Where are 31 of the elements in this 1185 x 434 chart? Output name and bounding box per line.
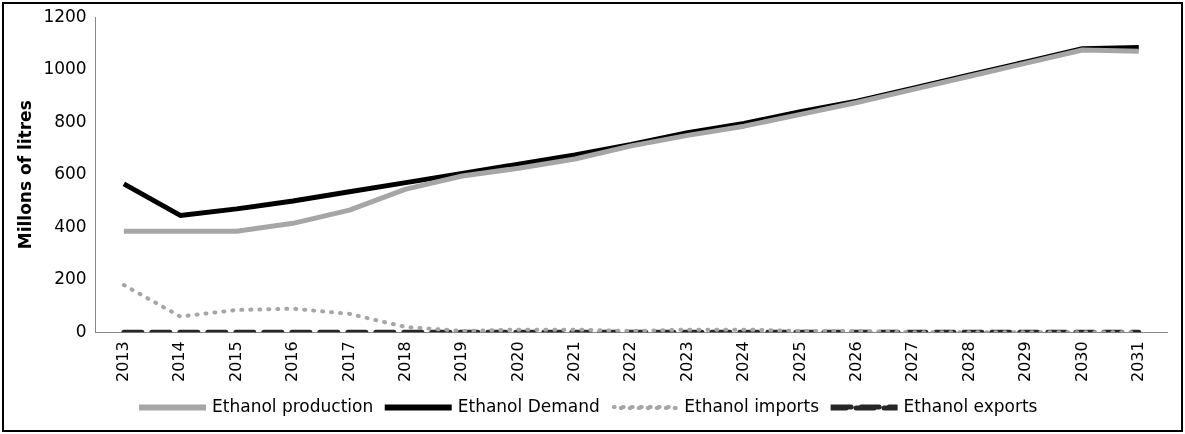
y-tick-label: 600 — [54, 163, 87, 184]
y-axis-title: Millons of litres — [14, 100, 35, 250]
x-tick-label: 2023 — [676, 341, 696, 382]
legend-label: Ethanol Demand — [457, 395, 600, 416]
x-tick-label: 2024 — [733, 341, 753, 382]
x-tick-label: 2018 — [394, 341, 414, 382]
y-tick-label: 0 — [75, 320, 87, 341]
x-tick-label: 2026 — [846, 341, 866, 382]
y-tick-label: 1200 — [43, 5, 87, 26]
x-tick-label: 2025 — [789, 341, 809, 382]
legend-label: Ethanol imports — [684, 395, 820, 416]
x-tick-label: 2014 — [169, 341, 189, 382]
x-tick-label: 2022 — [620, 341, 640, 382]
x-tick-label: 2027 — [902, 341, 922, 382]
x-tick-label: 2021 — [564, 341, 584, 382]
y-tick-label: 200 — [54, 268, 87, 289]
x-tick-label: 2015 — [225, 341, 245, 382]
legend-label: Ethanol exports — [903, 395, 1038, 416]
y-tick-label: 400 — [54, 215, 87, 236]
x-tick-label: 2031 — [1127, 341, 1147, 382]
x-tick-label: 2019 — [451, 341, 471, 382]
y-tick-label: 800 — [54, 110, 87, 131]
x-tick-label: 2029 — [1015, 341, 1035, 382]
x-tick-label: 2013 — [113, 341, 133, 382]
legend-label: Ethanol production — [212, 395, 374, 416]
x-tick-label: 2016 — [282, 341, 302, 382]
y-tick-label: 1000 — [43, 58, 87, 79]
x-tick-label: 2020 — [507, 341, 527, 382]
x-tick-label: 2028 — [958, 341, 978, 382]
x-tick-label: 2017 — [338, 341, 358, 382]
x-tick-label: 2030 — [1071, 341, 1091, 382]
